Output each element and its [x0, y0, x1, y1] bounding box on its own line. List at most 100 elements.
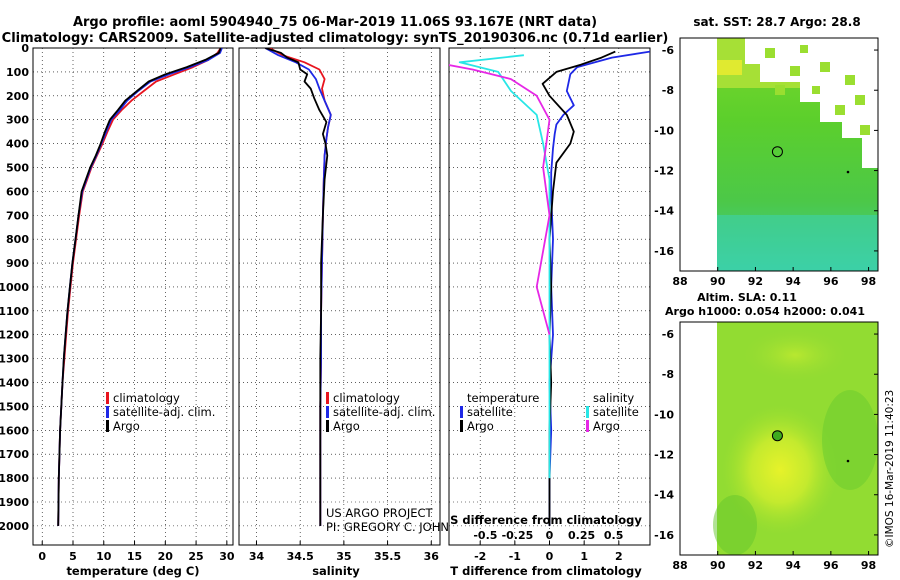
temperature-plot-frame: [32, 47, 234, 546]
depth-tick-label: 1100: [0, 305, 29, 318]
x-tick-label: 1: [580, 550, 588, 563]
series-t-argo: [541, 50, 616, 526]
temperature-xlabel: temperature (deg C): [66, 564, 199, 578]
series-s-satellite: [458, 54, 551, 479]
series-argo: [57, 48, 222, 526]
x-tick-label: 34: [249, 550, 265, 563]
altimetry-map-y-axis: -6 -8 -10 -12 -14 -16: [654, 328, 878, 542]
difference-series: [449, 50, 650, 526]
depth-tick-label: 1500: [0, 400, 29, 413]
temperature-panel: 0100200300400500600700800900100011001200…: [0, 42, 235, 578]
x-tick-label: 15: [127, 550, 142, 563]
s-x-tick-label: 0.5: [604, 529, 624, 542]
depth-tick-label: 1200: [0, 329, 29, 342]
legend-argo-marker: [106, 420, 109, 432]
x-tick-label: 5: [69, 550, 77, 563]
depth-tick-label: 1600: [0, 424, 29, 437]
altimetry-map-x-axis: 88 90 92 94 96 98: [672, 551, 876, 572]
temperature-x-axis: 0 5 10 15 20 25 30: [38, 550, 234, 563]
x-tick-label: 10: [96, 550, 112, 563]
legend-climatology: climatology: [113, 391, 180, 405]
legend-satellite-marker: [106, 406, 109, 418]
altimetry-map-frame: [679, 321, 879, 556]
map-y-tick-label: -8: [662, 84, 674, 97]
legend-t-argo-marker: [460, 420, 463, 432]
altim-title-line1: Altim. SLA: 0.11: [697, 291, 797, 304]
island-marker: [846, 170, 850, 174]
series-s-argo: [449, 64, 551, 335]
map-y-tick-label: -6: [662, 328, 675, 341]
altimetry-map-panel: Altim. SLA: 0.11 Argo h1000: 0.054 h2000…: [654, 291, 879, 572]
t-difference-x-axis: -2 -1 0 1 2: [474, 550, 623, 563]
pi-label: PI: GREGORY C. JOHNSON: [326, 520, 474, 534]
temperature-grid: [33, 47, 233, 545]
legend-s-satellite: satellite: [593, 405, 639, 419]
map-y-tick-label: -12: [654, 449, 674, 462]
x-tick-label: 0: [546, 550, 554, 563]
sst-warm-patch: [717, 60, 742, 75]
x-tick-label: 20: [158, 550, 174, 563]
x-tick-label: 36: [424, 550, 440, 563]
depth-tick-label: 1000: [0, 281, 29, 294]
s-difference-x-axis: -0.5 -0.25 0 0.25 0.5: [473, 529, 623, 542]
x-tick-label: 30: [219, 550, 235, 563]
legend-argo: Argo: [333, 419, 360, 433]
map-y-tick-label: -10: [654, 408, 674, 421]
legend-satellite: satellite-adj. clim.: [113, 405, 215, 419]
map-x-tick-label: 92: [748, 275, 763, 288]
legend-s-argo: Argo: [593, 419, 620, 433]
s-x-tick-label: -0.25: [502, 529, 534, 542]
salinity-series: [264, 48, 332, 526]
map-x-tick-label: 98: [861, 275, 876, 288]
legend-t-satellite: satellite: [467, 405, 513, 419]
legend-climatology-marker: [106, 392, 109, 404]
map-y-tick-label: -12: [654, 165, 674, 178]
profile-location-marker: [771, 430, 783, 442]
s-difference-xlabel: S difference from climatology: [450, 513, 642, 527]
x-tick-label: 34.5: [287, 550, 314, 563]
map-x-tick-label: 88: [672, 559, 687, 572]
altimetry-high-north: [735, 325, 855, 385]
figure-title-line2: Climatology: CARS2009. Satellite-adjuste…: [2, 31, 669, 46]
map-x-tick-label: 96: [823, 275, 839, 288]
map-y-tick-label: -8: [662, 368, 674, 381]
depth-tick-label: 1700: [0, 448, 29, 461]
depth-tick-label: 1400: [0, 377, 29, 390]
depth-tick-label: 1900: [0, 496, 29, 509]
x-tick-label: 35.5: [374, 550, 401, 563]
x-tick-label: -1: [509, 550, 521, 563]
map-x-tick-label: 94: [785, 275, 801, 288]
temperature-series: [57, 48, 223, 526]
map-x-tick-label: 90: [710, 275, 726, 288]
salinity-xlabel: salinity: [312, 564, 360, 578]
sst-cool-band: [717, 215, 878, 271]
legend-salinity-heading: salinity: [593, 391, 634, 405]
map-x-tick-label: 88: [672, 275, 687, 288]
salinity-panel: 34 34.5 35 35.5 36 salinity climatology sate…: [238, 47, 474, 578]
salinity-legend: climatology satellite-adj. clim. Argo: [326, 391, 435, 433]
salinity-x-axis: 34 34.5 35 35.5 36: [249, 550, 439, 563]
figure-title-line1: Argo profile: aoml 5904940_75 06-Mar-201…: [73, 15, 597, 30]
altimetry-high-centre: [722, 405, 838, 535]
legend-temperature-heading: temperature: [467, 391, 539, 405]
depth-tick-label: 1300: [0, 353, 29, 366]
legend-satellite: satellite-adj. clim.: [333, 405, 435, 419]
legend-satellite-marker: [326, 406, 329, 418]
depth-tick-label: 100: [6, 66, 29, 79]
sst-map-y-axis: -6 -8 -10 -12 -14 -16: [654, 44, 878, 258]
map-x-tick-label: 92: [748, 559, 763, 572]
project-label: US ARGO PROJECT: [326, 506, 434, 520]
t-difference-xlabel: T difference from climatology: [450, 564, 642, 578]
s-x-tick-label: 0: [546, 529, 554, 542]
legend-argo-marker: [326, 420, 329, 432]
x-tick-label: -2: [474, 550, 486, 563]
imos-watermark: ©IMOS 16-Mar-2019 11:40:23: [884, 390, 896, 548]
legend-t-argo: Argo: [467, 419, 494, 433]
profile-location-marker: [771, 146, 783, 158]
map-y-tick-label: -14: [654, 489, 674, 502]
sst-map-panel: sat. SST: 28.7 Argo: 28.8 88 90 92 94 96 98 -…: [654, 15, 879, 288]
depth-tick-label: 600: [6, 185, 29, 198]
depth-tick-label: 2000: [0, 520, 29, 533]
map-y-tick-label: -14: [654, 205, 674, 218]
